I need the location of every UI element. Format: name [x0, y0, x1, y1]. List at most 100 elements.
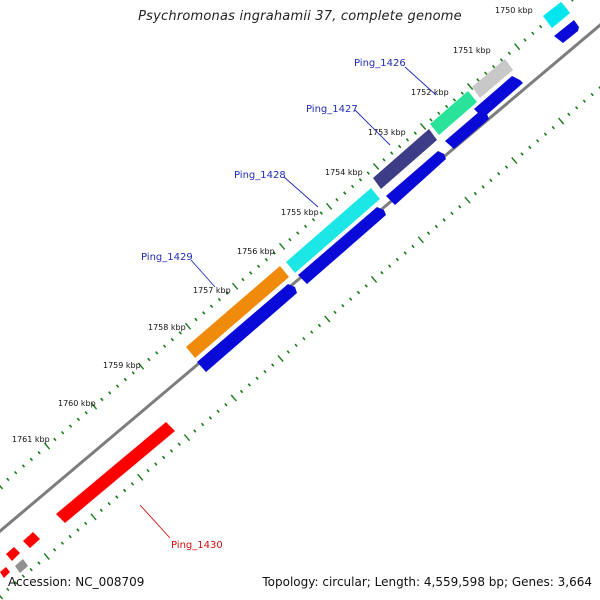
inner-tick	[317, 323, 322, 328]
gene-green-ping-1426[interactable]	[430, 91, 477, 135]
leader-ping-1430	[139, 504, 171, 539]
outer-tick	[303, 224, 308, 229]
leader-ping-1429	[190, 259, 216, 288]
outer-tick	[194, 317, 198, 322]
gene-label-ping-1429[interactable]: Ping_1429	[141, 252, 193, 263]
outer-tick	[484, 71, 488, 75]
outer-tick	[84, 411, 88, 415]
gene-red-small-2[interactable]	[6, 547, 20, 561]
inner-tick	[68, 534, 72, 539]
gene-label-ping-1428[interactable]: Ping_1428	[234, 170, 286, 181]
gene-blue-top[interactable]	[554, 20, 579, 43]
inner-tick	[255, 376, 259, 381]
outer-tick	[21, 464, 26, 468]
gene-blue-2[interactable]	[445, 111, 489, 149]
outer-tick	[0, 484, 4, 490]
outer-tick	[405, 138, 410, 142]
inner-tick	[294, 343, 298, 348]
inner-tick	[130, 482, 135, 486]
outer-tick	[311, 217, 316, 222]
gene-red-ping-1430[interactable]	[56, 422, 175, 523]
outer-tick	[382, 158, 386, 162]
gene-red-small-1[interactable]	[23, 532, 40, 548]
inner-tick	[450, 211, 454, 216]
outer-tick	[202, 311, 206, 315]
red-genes	[0, 422, 175, 578]
inner-tick	[183, 434, 191, 442]
inner-tick	[277, 354, 284, 362]
gene-labels: Ping_1426 Ping_1427 Ping_1428 Ping_1429 …	[141, 58, 406, 551]
outer-tick	[43, 442, 51, 450]
inner-tick	[286, 350, 290, 354]
outer-tick	[499, 58, 504, 62]
outer-tick	[29, 457, 34, 462]
gene-gray-ping-1426[interactable]	[472, 59, 513, 98]
outer-tick	[288, 237, 292, 242]
tick-label: 1754 kbp	[325, 168, 363, 177]
inner-tick	[224, 402, 228, 407]
outer-tick	[491, 64, 496, 69]
outer-tick	[184, 322, 192, 330]
inner-tick	[177, 442, 181, 447]
gene-navy-ping-1427[interactable]	[373, 129, 437, 189]
gene-blue-5[interactable]	[197, 284, 297, 372]
inner-tick	[473, 191, 478, 196]
inner-tick	[13, 581, 18, 585]
tick-labels: 1750 kbp 1751 kbp 1752 kbp 1753 kbp 1754…	[12, 6, 533, 444]
inner-tick	[551, 125, 555, 130]
outer-tick	[366, 171, 370, 175]
outer-tick	[476, 78, 480, 82]
outer-tick	[170, 337, 175, 342]
gene-red-small-3[interactable]	[0, 567, 10, 578]
gene-label-ping-1426[interactable]: Ping_1426	[354, 58, 406, 69]
gene-blue-3[interactable]	[386, 151, 446, 205]
inner-tick	[528, 145, 532, 150]
outer-tick	[37, 450, 41, 455]
inner-tick-ring	[0, 86, 600, 600]
outer-tick	[460, 91, 464, 95]
tick-label: 1751 kbp	[453, 46, 491, 55]
reverse-strand-genes	[197, 20, 579, 372]
outer-tick	[397, 144, 402, 149]
inner-tick	[193, 429, 197, 433]
inner-tick	[348, 297, 353, 301]
outer-tick	[225, 291, 229, 295]
outer-tick	[358, 177, 363, 182]
tick-label: 1758 kbp	[148, 323, 186, 332]
inner-tick	[504, 165, 509, 169]
outer-tick	[350, 184, 355, 189]
inner-tick	[161, 455, 166, 460]
outer-tick	[507, 51, 512, 56]
gene-blue-1[interactable]	[474, 76, 523, 118]
gene-orange-ping-1429[interactable]	[186, 266, 289, 358]
inner-tick	[535, 139, 540, 143]
inner-tick	[99, 508, 103, 512]
outer-tick	[68, 424, 73, 428]
outer-tick	[108, 391, 112, 395]
gene-label-ping-1430[interactable]: Ping_1430	[171, 540, 223, 551]
inner-tick	[90, 513, 97, 521]
tick-label: 1760 kbp	[58, 399, 96, 408]
leader-ping-1427	[354, 109, 391, 146]
inner-tick	[230, 394, 237, 402]
inner-tick	[302, 336, 306, 341]
outer-tick	[531, 31, 535, 36]
outer-tick	[147, 357, 151, 362]
gene-gray-small[interactable]	[15, 559, 28, 573]
outer-tick	[76, 417, 81, 422]
gene-cyan-ping-1428[interactable]	[286, 188, 380, 273]
inner-tick	[370, 275, 378, 283]
inner-tick	[557, 117, 565, 125]
gene-cyan-top[interactable]	[542, 1, 571, 29]
inner-tick	[511, 157, 518, 165]
inner-tick	[497, 172, 501, 176]
inner-tick	[146, 468, 150, 473]
inner-tick	[154, 462, 158, 466]
gene-label-ping-1427[interactable]: Ping_1427	[306, 104, 358, 115]
outer-tick	[413, 131, 417, 135]
inner-tick	[442, 218, 446, 222]
gene-blue-4[interactable]	[298, 207, 386, 284]
outer-tick	[335, 197, 339, 202]
inner-tick	[208, 416, 213, 420]
inner-tick	[341, 303, 345, 308]
